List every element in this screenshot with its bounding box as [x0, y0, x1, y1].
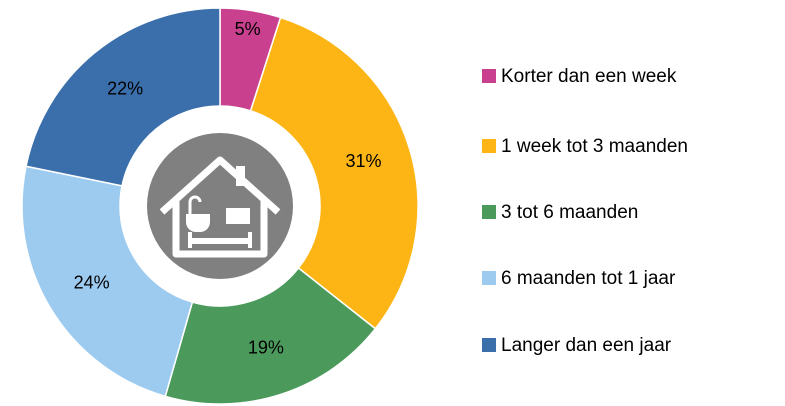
legend-swatch — [482, 271, 496, 285]
donut-slice — [249, 16, 419, 330]
donut-slice — [164, 266, 377, 405]
data-label: 31% — [345, 151, 381, 171]
legend-label: 3 tot 6 maanden — [501, 202, 638, 223]
legend-swatch — [482, 69, 496, 83]
legend-label: 6 maanden tot 1 jaar — [501, 268, 676, 289]
legend-label: Korter dan een week — [501, 66, 677, 87]
legend-swatch — [482, 205, 496, 219]
legend-label: Langer dan een jaar — [501, 335, 672, 356]
data-label: 22% — [107, 79, 143, 99]
data-label: 19% — [248, 338, 284, 358]
data-label: 24% — [74, 272, 110, 292]
data-label: 5% — [235, 19, 261, 39]
legend-label: 1 week tot 3 maanden — [501, 136, 688, 157]
donut-slice — [25, 7, 221, 187]
house-icon — [159, 156, 281, 258]
legend-swatch — [482, 139, 496, 153]
donut — [21, 7, 419, 405]
donut-slice — [21, 165, 194, 398]
center-icon-bg — [147, 133, 293, 279]
legend-swatch — [482, 338, 496, 352]
